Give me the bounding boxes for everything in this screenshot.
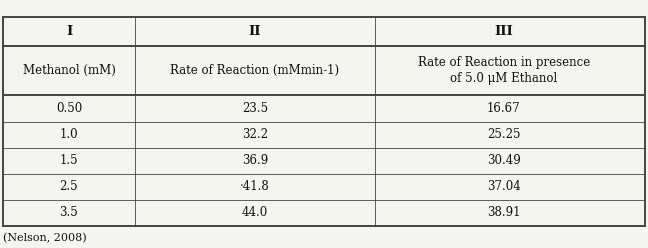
Text: 32.2: 32.2 — [242, 128, 268, 141]
Text: ·41.8: ·41.8 — [240, 180, 270, 193]
Text: 3.5: 3.5 — [60, 206, 78, 219]
Text: 44.0: 44.0 — [242, 206, 268, 219]
Text: I: I — [66, 25, 72, 38]
Text: 36.9: 36.9 — [242, 154, 268, 167]
Text: (Nelson, 2008): (Nelson, 2008) — [3, 233, 87, 244]
Text: 25.25: 25.25 — [487, 128, 520, 141]
Text: 23.5: 23.5 — [242, 102, 268, 115]
Text: Rate of Reaction in presence
of 5.0 μM Ethanol: Rate of Reaction in presence of 5.0 μM E… — [417, 56, 590, 85]
Text: Methanol (mM): Methanol (mM) — [23, 64, 115, 77]
Text: 16.67: 16.67 — [487, 102, 520, 115]
Text: 1.5: 1.5 — [60, 154, 78, 167]
Text: 38.91: 38.91 — [487, 206, 520, 219]
Text: Rate of Reaction (mMmin-1): Rate of Reaction (mMmin-1) — [170, 64, 340, 77]
Text: II: II — [249, 25, 261, 38]
Text: III: III — [494, 25, 513, 38]
Text: 0.50: 0.50 — [56, 102, 82, 115]
Text: 2.5: 2.5 — [60, 180, 78, 193]
Text: 30.49: 30.49 — [487, 154, 520, 167]
Text: 37.04: 37.04 — [487, 180, 520, 193]
Text: 1.0: 1.0 — [60, 128, 78, 141]
